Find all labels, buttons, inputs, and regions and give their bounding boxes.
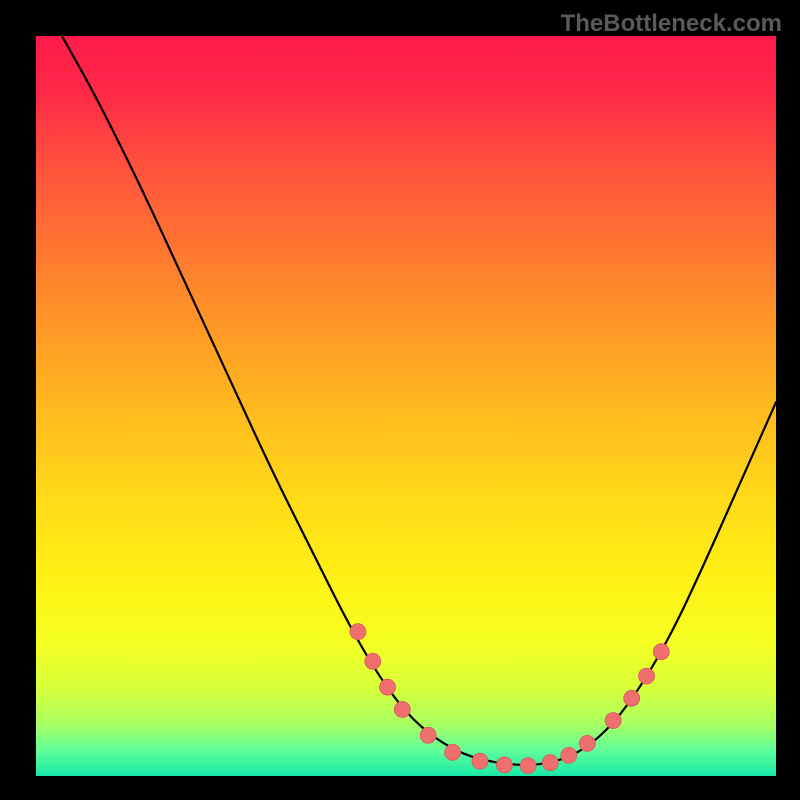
data-marker xyxy=(639,668,655,684)
data-marker xyxy=(445,744,461,760)
data-marker xyxy=(420,727,436,743)
data-marker xyxy=(579,735,595,751)
data-marker xyxy=(605,713,621,729)
data-marker xyxy=(653,644,669,660)
data-marker xyxy=(350,624,366,640)
data-marker xyxy=(380,679,396,695)
plot-area xyxy=(36,36,776,776)
data-marker xyxy=(394,701,410,717)
data-marker xyxy=(472,753,488,769)
chart-container: TheBottleneck.com xyxy=(0,0,800,800)
data-marker xyxy=(496,757,512,773)
gradient-background xyxy=(36,36,776,776)
data-marker xyxy=(561,747,577,763)
data-marker xyxy=(542,755,558,771)
data-marker xyxy=(520,758,536,774)
watermark-text: TheBottleneck.com xyxy=(561,10,782,38)
data-marker xyxy=(365,653,381,669)
data-marker xyxy=(624,690,640,706)
